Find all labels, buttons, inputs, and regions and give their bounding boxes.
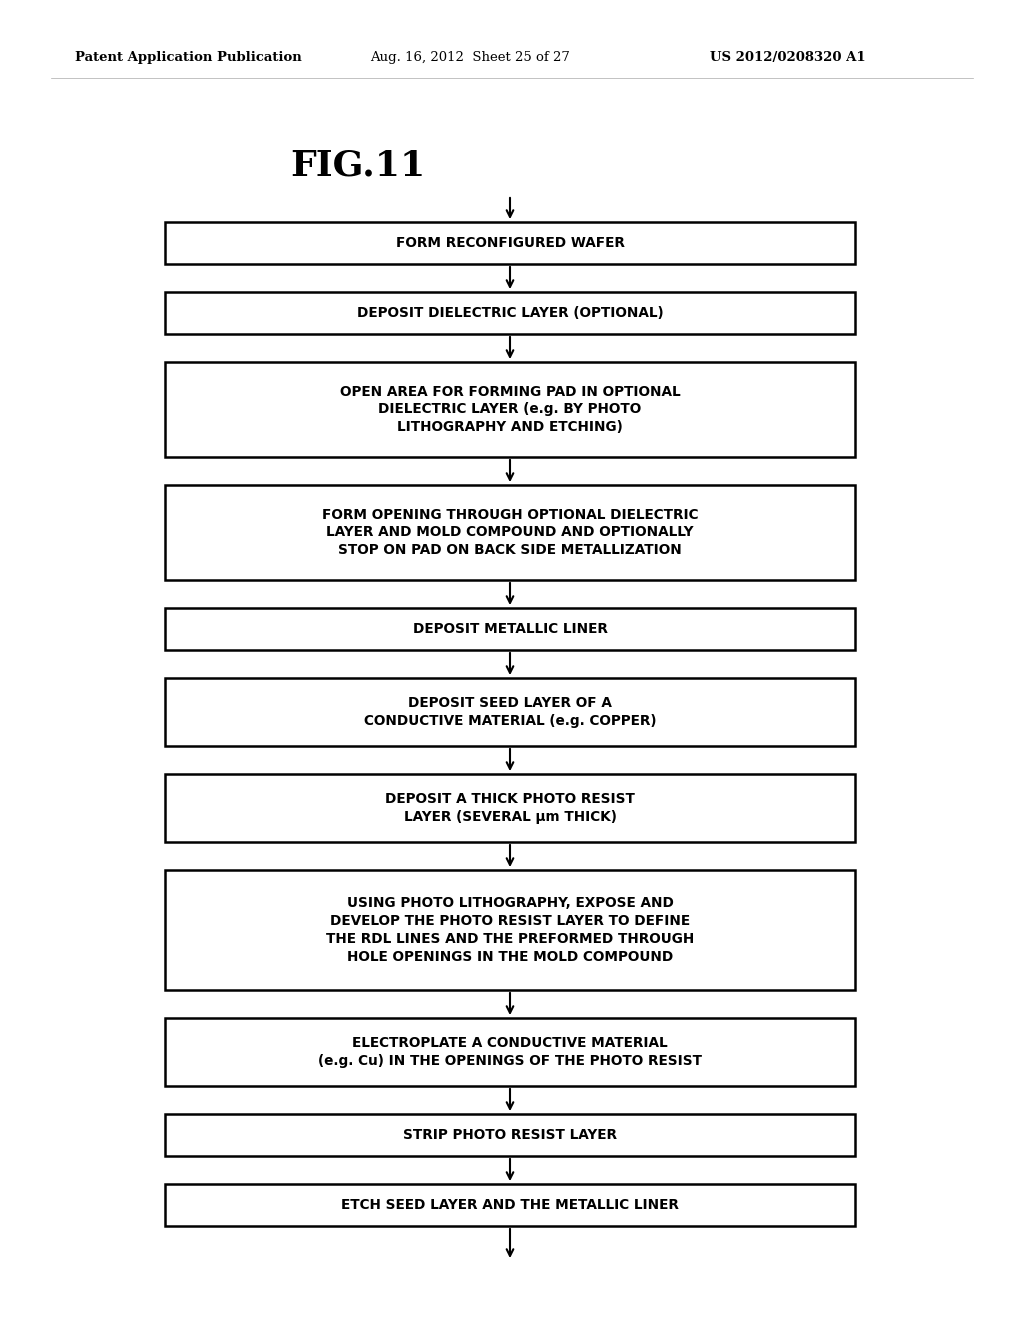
Text: ETCH SEED LAYER AND THE METALLIC LINER: ETCH SEED LAYER AND THE METALLIC LINER <box>341 1199 679 1212</box>
Text: Patent Application Publication: Patent Application Publication <box>75 51 302 65</box>
Text: USING PHOTO LITHOGRAPHY, EXPOSE AND
DEVELOP THE PHOTO RESIST LAYER TO DEFINE
THE: USING PHOTO LITHOGRAPHY, EXPOSE AND DEVE… <box>326 896 694 964</box>
Text: DEPOSIT DIELECTRIC LAYER (OPTIONAL): DEPOSIT DIELECTRIC LAYER (OPTIONAL) <box>356 306 664 319</box>
Text: DEPOSIT METALLIC LINER: DEPOSIT METALLIC LINER <box>413 622 607 636</box>
Bar <box>165 1018 855 1086</box>
Text: DEPOSIT A THICK PHOTO RESIST
LAYER (SEVERAL μm THICK): DEPOSIT A THICK PHOTO RESIST LAYER (SEVE… <box>385 792 635 824</box>
Text: DEPOSIT SEED LAYER OF A
CONDUCTIVE MATERIAL (e.g. COPPER): DEPOSIT SEED LAYER OF A CONDUCTIVE MATER… <box>364 696 656 727</box>
Text: FORM OPENING THROUGH OPTIONAL DIELECTRIC
LAYER AND MOLD COMPOUND AND OPTIONALLY
: FORM OPENING THROUGH OPTIONAL DIELECTRIC… <box>322 508 698 557</box>
Text: OPEN AREA FOR FORMING PAD IN OPTIONAL
DIELECTRIC LAYER (e.g. BY PHOTO
LITHOGRAPH: OPEN AREA FOR FORMING PAD IN OPTIONAL DI… <box>340 384 680 434</box>
Text: FORM RECONFIGURED WAFER: FORM RECONFIGURED WAFER <box>395 236 625 249</box>
Text: US 2012/0208320 A1: US 2012/0208320 A1 <box>710 51 865 65</box>
Text: STRIP PHOTO RESIST LAYER: STRIP PHOTO RESIST LAYER <box>403 1129 617 1142</box>
Text: Aug. 16, 2012  Sheet 25 of 27: Aug. 16, 2012 Sheet 25 of 27 <box>370 51 570 65</box>
Bar <box>165 774 855 842</box>
Bar <box>165 1184 855 1226</box>
Bar <box>165 222 855 264</box>
Bar <box>165 609 855 649</box>
Text: FIG.11: FIG.11 <box>290 148 425 182</box>
Text: ELECTROPLATE A CONDUCTIVE MATERIAL
(e.g. Cu) IN THE OPENINGS OF THE PHOTO RESIST: ELECTROPLATE A CONDUCTIVE MATERIAL (e.g.… <box>318 1036 702 1068</box>
Bar <box>165 870 855 990</box>
Bar <box>165 1114 855 1156</box>
Bar <box>165 292 855 334</box>
Bar <box>165 678 855 746</box>
Bar <box>165 484 855 579</box>
Bar <box>165 362 855 457</box>
